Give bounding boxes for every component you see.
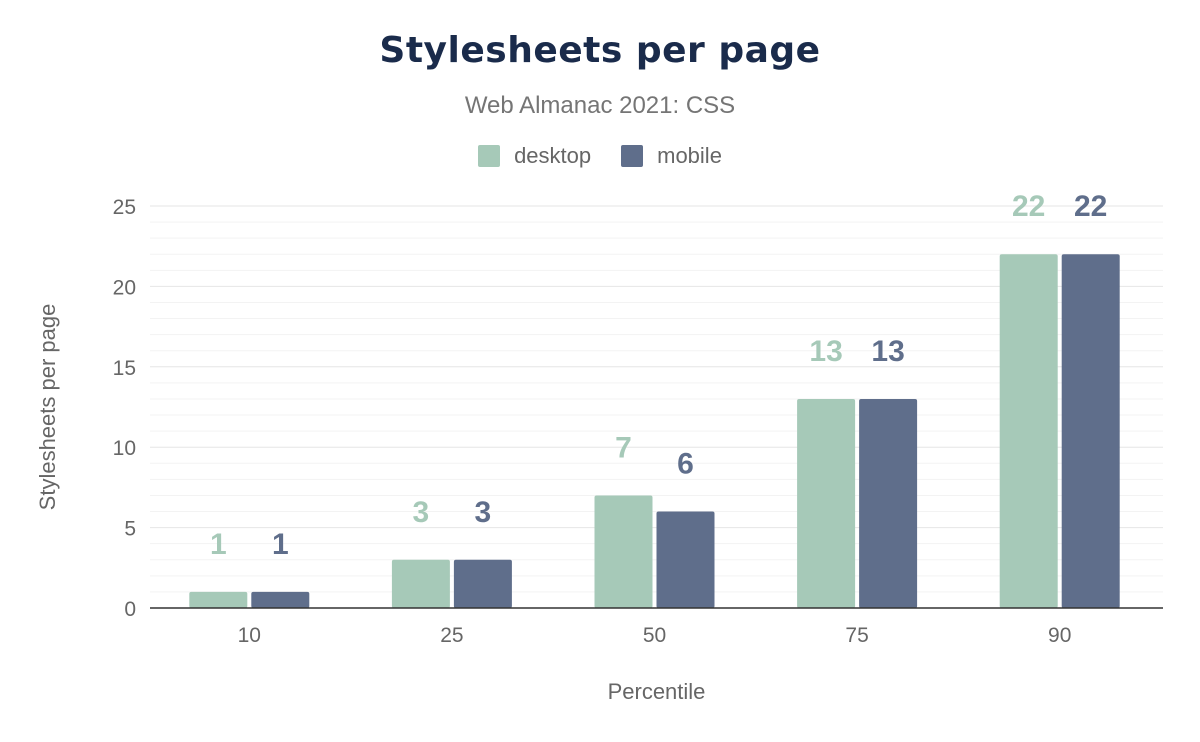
data-label-desktop: 7 — [615, 431, 632, 464]
legend: desktop mobile — [0, 143, 1200, 169]
y-tick-label: 5 — [124, 518, 136, 541]
y-axis-title: Stylesheets per page — [35, 304, 60, 511]
x-axis-title: Percentile — [608, 679, 706, 704]
bar-desktop — [189, 591, 248, 608]
bar-desktop — [391, 559, 450, 608]
bar-mobile — [251, 591, 310, 608]
y-tick-label: 15 — [113, 357, 136, 380]
bar-mobile — [859, 398, 918, 608]
bar-mobile — [453, 559, 512, 608]
x-tick-label: 90 — [1048, 624, 1071, 647]
legend-label-desktop: desktop — [514, 143, 592, 168]
x-tick-label: 75 — [845, 624, 868, 647]
y-tick-label: 25 — [113, 196, 136, 219]
data-label-mobile: 3 — [475, 496, 492, 529]
chart-title: Stylesheets per page — [379, 30, 821, 71]
data-label-mobile: 1 — [272, 528, 289, 561]
x-tick-label: 25 — [440, 624, 463, 647]
y-tick-label: 20 — [113, 276, 136, 299]
bar-mobile — [656, 511, 715, 608]
x-tick-label: 10 — [238, 624, 261, 647]
x-tick-label: 50 — [643, 624, 666, 647]
data-label-desktop: 3 — [413, 496, 430, 529]
legend-item-mobile[interactable]: mobile — [621, 143, 722, 169]
data-label-mobile: 13 — [871, 335, 904, 368]
data-label-desktop: 22 — [1012, 190, 1045, 223]
legend-swatch-mobile — [621, 145, 644, 167]
data-label-desktop: 13 — [809, 335, 842, 368]
bar-desktop — [999, 254, 1058, 609]
data-label-mobile: 6 — [677, 448, 694, 481]
legend-item-desktop[interactable]: desktop — [478, 143, 591, 169]
y-tick-label: 10 — [113, 437, 136, 460]
y-tick-label: 0 — [124, 598, 136, 621]
bar-desktop — [797, 398, 856, 608]
bar-mobile — [1061, 254, 1120, 609]
bar-desktop — [594, 495, 653, 608]
legend-swatch-desktop — [478, 145, 501, 167]
chart-subtitle: Web Almanac 2021: CSS — [464, 92, 736, 119]
data-label-desktop: 1 — [210, 528, 227, 561]
data-label-mobile: 22 — [1074, 190, 1107, 223]
legend-label-mobile: mobile — [657, 143, 722, 168]
